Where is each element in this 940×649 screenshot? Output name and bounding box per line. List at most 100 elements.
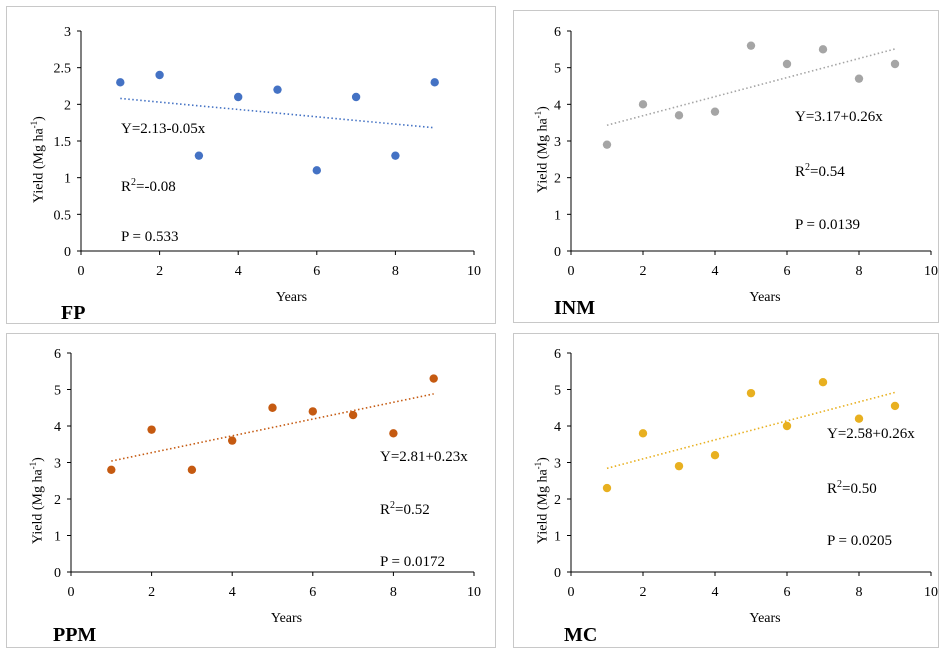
y-tick-label: 6 (554, 347, 561, 362)
p-value-label: P = 0.0139 (795, 217, 860, 233)
y-tick-label: 6 (54, 347, 61, 362)
y-tick-label: 4 (554, 98, 561, 113)
plot-inm: 0 1 2 3 4 5 6 0 2 4 6 8 10 Years (554, 25, 938, 305)
chart-panel-ppm: 0 1 2 3 4 5 6 0 2 4 6 8 10 Years Yield (Mg ha-1) Y=2.… (6, 333, 496, 648)
data-point (746, 41, 756, 50)
y-tick-label: 0 (554, 566, 561, 581)
plot-fp: 0 0.5 1 1.5 2 2.5 3 0 2 4 6 8 10 Years (54, 25, 482, 305)
x-tick-label: 10 (467, 585, 481, 600)
y-tick-label: 5 (554, 62, 561, 77)
y-tick-label: 1 (54, 530, 61, 545)
y-tick-label: 1 (554, 208, 561, 223)
y-tick-label: 1.5 (54, 135, 72, 150)
y-tick-label: 3 (54, 457, 61, 472)
data-point (782, 59, 792, 69)
data-point (710, 107, 720, 116)
data-point (107, 465, 116, 474)
y-tick-label: 3 (554, 457, 561, 472)
data-point (116, 78, 125, 87)
y-tick-label: 2.5 (54, 62, 72, 77)
y-axis-title: Yield (Mg ha-1) (28, 457, 46, 544)
plot-ppm: 0 1 2 3 4 5 6 0 2 4 6 8 10 Years (54, 347, 481, 626)
y-tick-label: 3 (64, 25, 71, 40)
data-point (602, 140, 612, 149)
x-tick-label: 4 (235, 264, 242, 279)
panel-label: FP (61, 302, 86, 324)
data-point (348, 410, 358, 420)
x-tick-label: 10 (467, 264, 481, 279)
x-tick-label: 2 (640, 585, 647, 600)
x-tick-label: 2 (640, 264, 647, 279)
equation-label: Y=2.13-0.05x (121, 121, 206, 137)
trendline (111, 393, 434, 462)
x-tick-label: 8 (390, 585, 397, 600)
y-tick-label: 0 (64, 245, 71, 260)
x-tick-label: 0 (568, 264, 575, 279)
trendline (606, 391, 896, 470)
data-point (194, 151, 204, 160)
y-tick-label: 2 (54, 493, 61, 508)
r-squared-label: R2=0.52 (380, 500, 430, 518)
data-point (890, 59, 900, 69)
data-point (391, 151, 400, 160)
x-tick-label: 10 (924, 264, 938, 279)
data-point (187, 465, 197, 474)
p-value-label: P = 0.0205 (827, 533, 892, 549)
y-axis-title: Yield (Mg ha-1) (29, 116, 47, 203)
y-tick-label: 5 (554, 384, 561, 399)
r-squared-label: R2=-0.08 (121, 177, 176, 195)
data-point (854, 414, 864, 423)
y-tick-label: 5 (54, 384, 61, 399)
data-point (312, 166, 321, 175)
y-tick-label: 6 (554, 25, 561, 40)
x-tick-label: 6 (784, 264, 791, 279)
equation-label: Y=3.17+0.26x (795, 109, 883, 125)
data-point (638, 100, 648, 109)
data-point (273, 85, 282, 94)
y-tick-label: 1 (64, 172, 71, 187)
x-tick-label: 8 (856, 264, 863, 279)
data-point (429, 374, 438, 383)
data-point (147, 425, 156, 434)
panel-label: PPM (53, 624, 97, 646)
x-tick-label: 6 (784, 585, 791, 600)
data-point (782, 421, 792, 431)
y-tick-label: 2 (554, 493, 561, 508)
x-tick-label: 6 (309, 585, 316, 600)
x-tick-label: 4 (229, 585, 236, 600)
y-tick-label: 4 (554, 420, 561, 435)
y-tick-label: 0 (554, 245, 561, 260)
x-tick-label: 8 (392, 264, 399, 279)
trendline (606, 48, 896, 127)
data-point (155, 70, 164, 80)
data-point (389, 429, 398, 438)
data-point (746, 388, 756, 398)
data-point (430, 78, 439, 87)
data-point (674, 461, 684, 471)
data-point (818, 378, 828, 387)
p-value-label: P = 0.533 (121, 229, 179, 245)
x-tick-label: 10 (924, 585, 938, 600)
panel-label: MC (564, 624, 598, 646)
y-tick-label: 3 (554, 135, 561, 150)
equation-label: Y=2.58+0.26x (827, 426, 915, 442)
equation-label: Y=2.81+0.23x (380, 449, 468, 465)
data-point (228, 436, 237, 445)
data-point (638, 429, 648, 438)
data-point (890, 401, 900, 411)
data-point (268, 403, 277, 412)
x-tick-label: 0 (78, 264, 85, 279)
data-point (854, 74, 864, 83)
trendline (120, 97, 435, 129)
y-tick-label: 0.5 (54, 208, 72, 223)
y-axis-title: Yield (Mg ha-1) (533, 106, 551, 193)
chart-panel-inm: 0 1 2 3 4 5 6 0 2 4 6 8 10 Years Yield (Mg ha-1) Y=3.… (513, 10, 939, 323)
data-point (710, 451, 720, 460)
data-point (234, 92, 243, 102)
x-axis-title: Years (276, 290, 307, 305)
chart-panel-mc: 0 1 2 3 4 5 6 0 2 4 6 8 10 Years Yield (Mg ha-1) Y=2.… (513, 333, 939, 648)
x-axis-title: Years (749, 611, 780, 626)
x-tick-label: 0 (568, 585, 575, 600)
y-axis-title: Yield (Mg ha-1) (533, 457, 551, 544)
y-tick-label: 0 (54, 566, 61, 581)
